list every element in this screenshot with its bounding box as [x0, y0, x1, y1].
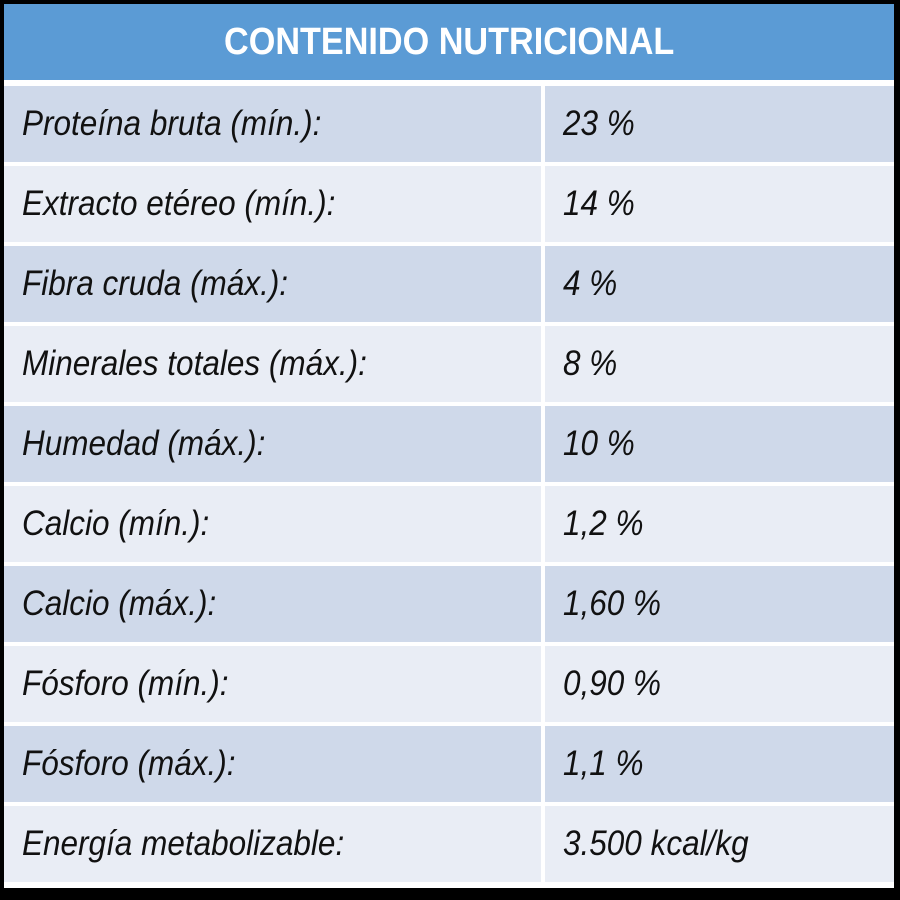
table-row: Calcio (mín.): 1,2 % — [4, 486, 894, 566]
nutrient-value-cell: 23 % — [545, 86, 894, 162]
nutrient-label-cell: Minerales totales (máx.): — [4, 326, 541, 402]
nutrient-value: 0,90 % — [563, 664, 662, 703]
nutrient-label: Calcio (máx.): — [22, 584, 217, 623]
table-row: Fósforo (máx.): 1,1 % — [4, 726, 894, 806]
table-row: Minerales totales (máx.): 8 % — [4, 326, 894, 406]
nutrient-label-cell: Extracto etéreo (mín.): — [4, 166, 541, 242]
nutrient-label-cell: Calcio (mín.): — [4, 486, 541, 562]
nutrient-value-cell: 1,1 % — [545, 726, 894, 802]
nutrient-label: Calcio (mín.): — [22, 504, 210, 543]
nutrient-label: Humedad (máx.): — [22, 424, 266, 463]
nutrient-value-cell: 10 % — [545, 406, 894, 482]
nutrient-label-cell: Fibra cruda (máx.): — [4, 246, 541, 322]
nutrient-label: Energía metabolizable: — [22, 824, 345, 863]
nutrient-label-cell: Proteína bruta (mín.): — [4, 86, 541, 162]
nutrient-label: Minerales totales (máx.): — [22, 344, 367, 383]
nutrient-label: Fósforo (máx.): — [22, 744, 236, 783]
table-body: Proteína bruta (mín.): 23 % Extracto eté… — [4, 86, 894, 886]
nutrition-table: CONTENIDO NUTRICIONAL Proteína bruta (mí… — [4, 4, 894, 888]
nutrient-value: 1,1 % — [563, 744, 644, 783]
table-title: CONTENIDO NUTRICIONAL — [223, 20, 675, 63]
nutrient-value-cell: 3.500 kcal/kg — [545, 806, 894, 882]
nutrient-value: 14 % — [563, 184, 635, 223]
nutrient-label-cell: Humedad (máx.): — [4, 406, 541, 482]
nutrient-value: 23 % — [563, 104, 635, 143]
nutrient-label-cell: Calcio (máx.): — [4, 566, 541, 642]
nutrient-value-cell: 8 % — [545, 326, 894, 402]
nutrient-value-cell: 1,2 % — [545, 486, 894, 562]
nutrient-value: 1,60 % — [563, 584, 662, 623]
nutrient-value: 10 % — [563, 424, 635, 463]
nutrient-value-cell: 0,90 % — [545, 646, 894, 722]
table-row: Fibra cruda (máx.): 4 % — [4, 246, 894, 326]
nutrient-label-cell: Energía metabolizable: — [4, 806, 541, 882]
table-row: Proteína bruta (mín.): 23 % — [4, 86, 894, 166]
nutrient-value: 3.500 kcal/kg — [563, 824, 749, 863]
nutrient-label-cell: Fósforo (mín.): — [4, 646, 541, 722]
nutrient-label: Fibra cruda (máx.): — [22, 264, 289, 303]
table-row: Humedad (máx.): 10 % — [4, 406, 894, 486]
nutrient-label-cell: Fósforo (máx.): — [4, 726, 541, 802]
nutrient-value-cell: 1,60 % — [545, 566, 894, 642]
nutrient-value: 8 % — [563, 344, 618, 383]
nutrient-value-cell: 4 % — [545, 246, 894, 322]
table-row: Extracto etéreo (mín.): 14 % — [4, 166, 894, 246]
table-header: CONTENIDO NUTRICIONAL — [4, 4, 894, 80]
nutrient-label: Extracto etéreo (mín.): — [22, 184, 336, 223]
nutrient-label: Fósforo (mín.): — [22, 664, 229, 703]
table-row: Fósforo (mín.): 0,90 % — [4, 646, 894, 726]
nutrient-value-cell: 14 % — [545, 166, 894, 242]
table-row: Calcio (máx.): 1,60 % — [4, 566, 894, 646]
nutrient-value: 1,2 % — [563, 504, 644, 543]
table-row: Energía metabolizable: 3.500 kcal/kg — [4, 806, 894, 886]
nutrient-value: 4 % — [563, 264, 618, 303]
nutrient-label: Proteína bruta (mín.): — [22, 104, 322, 143]
